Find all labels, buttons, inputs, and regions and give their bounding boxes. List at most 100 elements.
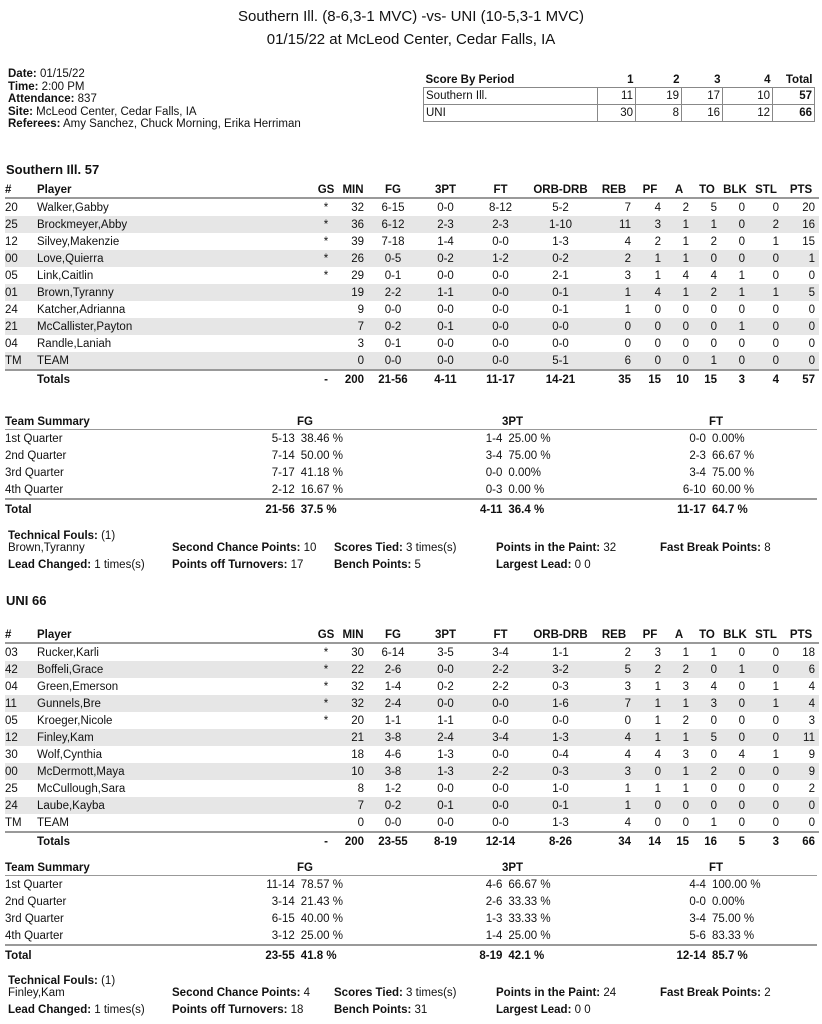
stat-cell: 0-4 [552, 748, 569, 761]
stat-cell: 9 [357, 303, 364, 316]
shooting-cell: 21-56 37.5 % [200, 498, 410, 519]
shooting-cell: 0-0 0.00% [615, 893, 817, 910]
game-stat-label: Fast Break Points: [660, 542, 761, 554]
stat-cell: 00 [5, 250, 37, 267]
shooting-cell: 11-14 78.57 % [200, 876, 410, 894]
totals-cell: 11-17 [473, 369, 528, 388]
player-name: Link,Caitlin [37, 269, 94, 282]
player-name: McCullough,Sara [37, 782, 126, 795]
stat-cell: * [323, 201, 329, 214]
totals-cell: 3 [749, 831, 783, 850]
stat-cell: 2-2 [473, 661, 528, 678]
stat-cell: 1-2 [384, 782, 402, 795]
stat-cell: 0-0 [418, 661, 473, 678]
totals-cell: 16 [693, 831, 721, 850]
shooting-cell: 23-55 41.8 % [200, 944, 410, 965]
player-row: 00 McDermott,Maya 10 3-8 1-3 2-2 0-3 3 0 1 2 0 0 9 [5, 763, 819, 780]
stat-cell: 0 [738, 816, 745, 829]
game-stat: Scores Tied: 3 times(s) [334, 987, 457, 999]
game-stat-label: Points off Turnovers: [172, 1004, 288, 1016]
stat-cell: 2 [635, 661, 665, 678]
player-row: 04 Green,Emerson * 32 1-4 0-2 2-2 0-3 3 1 3 4 0 1 4 [5, 678, 819, 695]
stat-cell: 0-0 [492, 269, 509, 282]
made-attempted: 21-56 [265, 503, 295, 516]
stat-cell: 2 [808, 782, 815, 795]
player-row: 20 Walker,Gabby * 32 6-15 0-0 8-12 5-2 7 4 2 5 0 0 20 [5, 198, 819, 216]
stat-cell: 0 [721, 797, 749, 814]
percentage: 33.33 % [508, 912, 551, 925]
totals-cell: 14-21 [528, 369, 593, 388]
made-attempted: 5-6 [689, 929, 706, 942]
shooting-cell: 1-4 25.00 % [410, 430, 615, 448]
stat-cell: 0 [738, 235, 745, 248]
stat-cell: 36 [338, 216, 368, 233]
stat-cell: 0-0 [492, 235, 509, 248]
period-score: 10 [722, 87, 773, 105]
stat-cell: 20 [802, 201, 815, 214]
stat-cell: 0 [682, 337, 689, 350]
shooting-cell: 2-6 33.33 % [410, 893, 615, 910]
player-stats-table: # Player GS MIN FG 3PT FT ORB-DRB REB PF A TO BLK STL… [5, 627, 819, 850]
percentage: 64.7 % [711, 503, 748, 516]
stat-cell: 04 [5, 337, 18, 350]
stat-cell: 0-0 [552, 714, 569, 727]
stat-cell: 4 [710, 680, 717, 693]
player-name: Gunnels,Bre [37, 695, 314, 712]
game-stat-label: Largest Lead: [496, 559, 572, 571]
stat-cell: 2 [654, 235, 661, 248]
totals-cell: 4-11 [418, 369, 473, 388]
stat-cell: 1-0 [552, 782, 569, 795]
totals-cell: Totals [37, 369, 314, 388]
stat-cell: 4 [593, 729, 635, 746]
stat-cell: 0-3 [552, 680, 569, 693]
stat-cell: 29 [351, 269, 364, 282]
totals-cell: - [314, 831, 338, 850]
shooting-cell: 4-11 36.4 % [410, 498, 615, 519]
stat-cell: 3 [635, 216, 665, 233]
game-stat-value: 0 0 [574, 1004, 591, 1016]
stat-cell: 2-3 [473, 216, 528, 233]
stat-cell: 4 [738, 748, 745, 761]
column-header: # [5, 182, 37, 199]
stat-cell: 4 [635, 284, 665, 301]
info-value: 837 [77, 93, 97, 105]
game-stat-value: 3 times(s) [406, 542, 457, 554]
team-heading: UNI 66 [6, 593, 47, 608]
stat-cell: 0 [738, 337, 745, 350]
stat-cell: 2-6 [368, 661, 418, 678]
summary-header: FG [200, 414, 410, 430]
stat-cell: 1 [654, 269, 661, 282]
stat-cell: 32 [351, 201, 364, 214]
stat-cell: 0 [808, 269, 815, 282]
stat-cell: 4 [682, 269, 689, 282]
score-row: Southern Ill. 11 19 17 10 57 [423, 87, 815, 105]
quarter-row: 2nd Quarter 7-14 50.00 % 3-4 75.00 % 2-3 66.67… [5, 447, 817, 464]
totals-cell: 66 [783, 831, 819, 850]
stat-cell: 1 [593, 797, 635, 814]
shooting-cell: 11-17 64.7 % [615, 498, 817, 519]
stat-cell [314, 301, 338, 318]
stat-cell: 0-3 [528, 763, 593, 780]
column-header: REB [593, 627, 635, 644]
stat-cell: 3-8 [368, 763, 418, 780]
stat-cell [314, 729, 338, 746]
technical-fouls: Technical Fouls: (1) [8, 530, 115, 542]
player-row: 24 Katcher,Adrianna 9 0-0 0-0 0-0 0-1 1 0 0 0 0 0 0 [5, 301, 819, 318]
stat-cell: 1 [654, 782, 661, 795]
totals-cell: 14 [635, 831, 665, 850]
stat-cell: * [323, 235, 329, 248]
stat-cell: 5 [783, 284, 819, 301]
percentage: 25.00 % [508, 929, 551, 942]
totals-cell: 15 [635, 369, 665, 388]
stat-cell: 18 [802, 646, 815, 659]
game-stat: Largest Lead: 0 0 [496, 559, 591, 571]
totals-cell: 15 [665, 831, 693, 850]
column-header: Player [37, 182, 314, 199]
stat-cell: 1 [693, 352, 721, 370]
shooting-cell: 6-15 40.00 % [200, 910, 410, 927]
column-header: A [665, 627, 693, 644]
stat-cell: 12 [5, 235, 18, 248]
info-value: 2:00 PM [41, 80, 85, 93]
stat-cell: 1 [710, 646, 717, 659]
column-header: BLK [721, 182, 749, 199]
